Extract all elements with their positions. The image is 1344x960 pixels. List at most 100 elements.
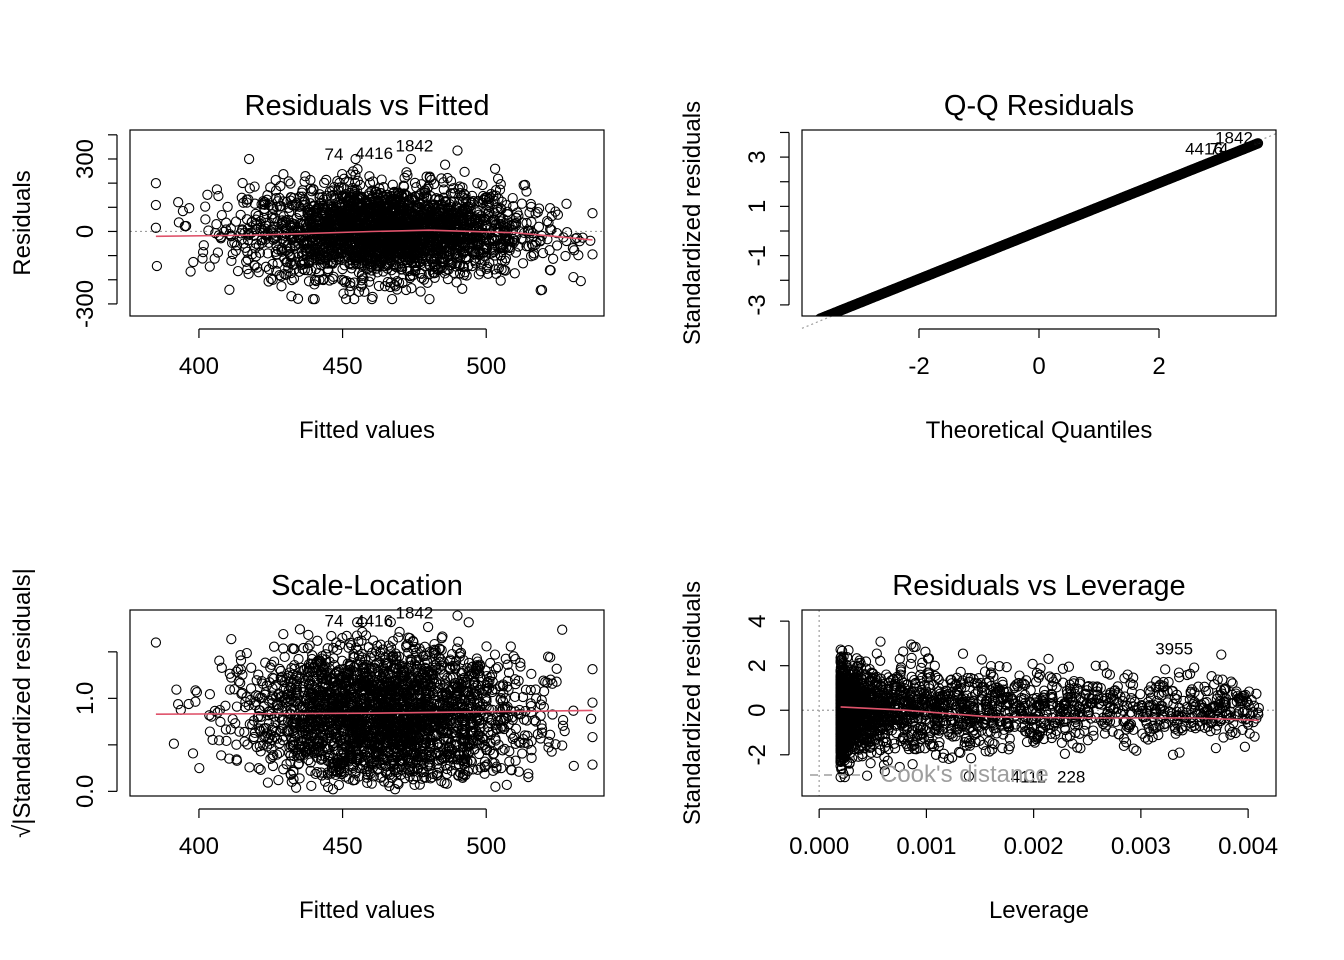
rvf-point xyxy=(379,246,390,257)
rvf-point xyxy=(177,205,189,217)
rvf-point xyxy=(489,195,500,207)
rvf-point xyxy=(465,230,476,241)
rvf-point xyxy=(184,203,195,214)
rvf-points xyxy=(150,145,598,305)
rvf-point xyxy=(259,223,271,234)
rvf-point xyxy=(405,214,416,225)
rvf-point xyxy=(343,176,354,188)
rvf-point xyxy=(213,190,224,202)
rvf-point xyxy=(337,216,348,227)
rvf-point xyxy=(262,248,273,259)
rvf-point xyxy=(495,275,506,286)
rvf-point xyxy=(406,283,417,294)
rvf-point xyxy=(410,264,421,276)
rvf-point xyxy=(479,192,491,203)
rvf-point xyxy=(249,181,260,192)
rvf-point xyxy=(384,212,395,224)
rvf-point xyxy=(322,217,333,228)
rvf-point xyxy=(391,284,403,295)
rvf-point xyxy=(491,268,502,279)
rvf-point xyxy=(285,178,296,189)
rvf-point xyxy=(388,214,400,226)
sl-point xyxy=(434,643,446,655)
rvf-point xyxy=(415,286,426,297)
rvf-point xyxy=(378,182,389,193)
rvf-point xyxy=(462,205,474,217)
rvf-point xyxy=(204,261,215,272)
rvf-point xyxy=(450,248,462,260)
rvf-point xyxy=(237,224,248,235)
sl-point xyxy=(319,776,331,787)
rvf-point xyxy=(547,253,559,264)
qq-y-axis: -3-113 xyxy=(744,131,790,316)
rvf-point xyxy=(464,215,475,226)
rvf-point xyxy=(243,194,254,205)
rvf-point xyxy=(417,212,428,223)
rvf-point xyxy=(270,174,281,186)
rvf-point xyxy=(281,256,292,268)
rvf-point xyxy=(356,275,367,286)
rvf-point xyxy=(200,201,211,212)
rvf-point xyxy=(373,254,384,265)
rvf-point xyxy=(413,221,425,233)
rvf-point xyxy=(550,206,561,217)
rvf-point xyxy=(280,235,291,246)
sl-point xyxy=(559,725,570,737)
rvf-point xyxy=(339,277,350,288)
rvf-point xyxy=(452,224,463,235)
sl-point xyxy=(520,684,532,695)
rvf-point xyxy=(291,197,302,208)
sl-point xyxy=(253,763,264,774)
rvf-point xyxy=(376,195,387,206)
qq-point-label: 74 xyxy=(1210,140,1229,159)
sl-point xyxy=(515,661,526,672)
rvf-point xyxy=(259,196,270,208)
rvf-point xyxy=(400,284,412,296)
qq-x-tick-label: -2 xyxy=(908,353,929,380)
rvf-point xyxy=(308,184,319,195)
sl-point xyxy=(468,764,479,775)
rvf-point xyxy=(407,270,418,281)
rvf-point xyxy=(300,245,312,256)
rvf-point xyxy=(229,237,240,248)
rvf-point xyxy=(222,201,233,213)
sl-point xyxy=(482,678,493,689)
sl-point xyxy=(268,749,279,761)
rvf-point xyxy=(336,236,348,248)
rvf-point xyxy=(439,159,451,170)
rvf-point xyxy=(263,264,275,275)
rvf-point xyxy=(429,261,440,272)
rvf-point xyxy=(416,179,427,190)
rvf-point xyxy=(478,244,490,255)
rvf-point xyxy=(355,246,366,257)
rvf-point xyxy=(431,247,442,259)
rvf-point xyxy=(551,240,563,251)
sl-point xyxy=(279,651,290,663)
rvf-point xyxy=(258,212,270,224)
rvf-point xyxy=(488,246,500,258)
rvf-point xyxy=(438,211,449,222)
sl-point xyxy=(490,781,501,792)
rvf-point xyxy=(401,204,413,216)
rvf-point xyxy=(374,261,385,272)
sl-point xyxy=(484,745,495,756)
sl-point xyxy=(255,764,266,775)
rvf-point xyxy=(441,251,452,262)
rvf-point xyxy=(338,288,349,299)
sl-point xyxy=(316,753,327,764)
rvf-point xyxy=(587,249,598,260)
sl-point xyxy=(499,743,510,755)
sl-point xyxy=(371,657,383,669)
rvf-point xyxy=(209,253,220,264)
rvf-point xyxy=(416,233,427,245)
rvf-point xyxy=(211,219,222,230)
rvf-point xyxy=(393,242,404,254)
rvf-point xyxy=(543,217,554,228)
rvf-point xyxy=(339,260,350,271)
rvf-point xyxy=(276,281,287,292)
rvf-point xyxy=(271,265,282,277)
rvf-point xyxy=(363,200,374,211)
rvf-point xyxy=(250,220,262,231)
rvf-point xyxy=(492,173,504,184)
sl-point xyxy=(505,764,517,775)
